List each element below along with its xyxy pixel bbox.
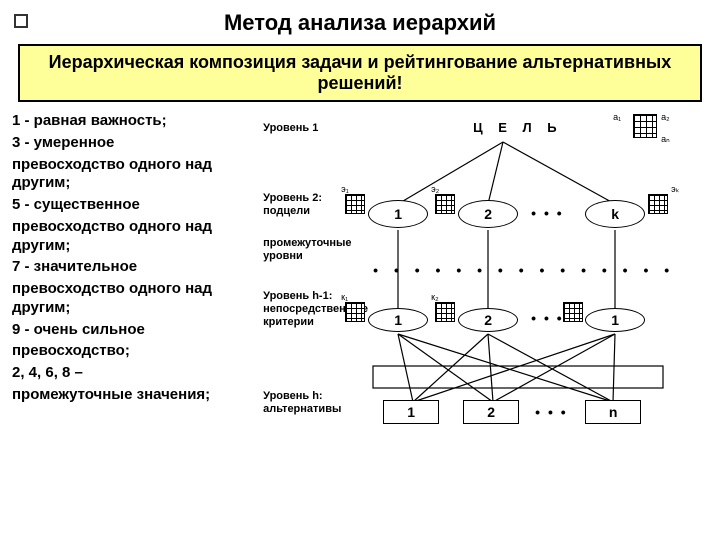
matrix-ovk xyxy=(648,194,668,214)
crit-3: 1 xyxy=(585,308,645,332)
scale-1: 1 - равная важность; xyxy=(12,112,257,131)
dots-row: • • • • • • • • • • • • • • • xyxy=(373,262,675,278)
alt-2: 2 xyxy=(463,400,519,424)
matrix-c3 xyxy=(563,302,583,322)
dots-alt: • • • xyxy=(535,404,567,420)
oval-1: 1 xyxy=(368,200,428,228)
hierarchy-diagram: Уровень 1 Ц Е Л Ь a₁ a₂ aₙ Уровень 2: по… xyxy=(263,112,708,512)
label-h1a: Уровень h-1: xyxy=(263,290,332,303)
scale-5a: 5 - существенное xyxy=(12,196,140,213)
small-a1: a₁ xyxy=(613,112,621,122)
page-title: Метод анализа иерархий xyxy=(20,10,700,36)
crit-2: 2 xyxy=(458,308,518,332)
oval-2: 2 xyxy=(458,200,518,228)
small-c1: к₁ xyxy=(341,292,348,302)
dots-crit: • • • xyxy=(531,310,563,326)
label-level2b: подцели xyxy=(263,205,310,218)
label-interm2: уровни xyxy=(263,250,303,263)
subtitle-box: Иерархическая композиция задачи и рейтин… xyxy=(18,44,702,102)
scale-3b: превосходство одного над другим; xyxy=(12,156,257,194)
content-area: 1 - равная важность; 3 - умеренное прево… xyxy=(0,108,720,512)
small-c2: к₂ xyxy=(431,292,438,302)
scale-even-b: промежуточные значения; xyxy=(12,386,257,405)
small-an: aₙ xyxy=(661,134,670,145)
oval-k: k xyxy=(585,200,645,228)
small-b2: э₂ xyxy=(431,184,439,194)
small-b1: э₁ xyxy=(341,184,349,194)
scale-5b: превосходство одного над другим; xyxy=(12,218,257,256)
matrix-ov1 xyxy=(345,194,365,214)
label-ha: Уровень h: xyxy=(263,390,322,403)
label-level2a: Уровень 2: xyxy=(263,192,322,205)
scale-even-a: 2, 4, 6, 8 – xyxy=(12,364,83,381)
title-bullet xyxy=(14,14,28,28)
small-bk: эₖ xyxy=(671,184,679,195)
scale-7b: превосходство одного над другим; xyxy=(12,280,257,318)
scale-7a: 7 - значительное xyxy=(12,258,137,275)
label-level1: Уровень 1 xyxy=(263,122,318,135)
crit-1: 1 xyxy=(368,308,428,332)
alt-n: n xyxy=(585,400,641,424)
matrix-c1 xyxy=(345,302,365,322)
matrix-c2 xyxy=(435,302,455,322)
matrix-icon xyxy=(633,114,657,138)
matrix-ov2 xyxy=(435,194,455,214)
label-interm1: промежуточные xyxy=(263,237,351,250)
alt-1: 1 xyxy=(383,400,439,424)
scale-3a: 3 - умеренное xyxy=(12,134,114,151)
scale-definitions: 1 - равная важность; 3 - умеренное прево… xyxy=(12,112,257,512)
scale-9a: 9 - очень сильное xyxy=(12,321,145,338)
dots-ovals: • • • xyxy=(531,205,563,221)
goal-label: Ц Е Л Ь xyxy=(473,120,562,135)
label-h1c: критерии xyxy=(263,316,314,329)
scale-9b: превосходство; xyxy=(12,342,257,361)
small-a2: a₂ xyxy=(661,112,670,122)
title-bar: Метод анализа иерархий xyxy=(0,0,720,40)
label-hb: альтернативы xyxy=(263,403,341,416)
